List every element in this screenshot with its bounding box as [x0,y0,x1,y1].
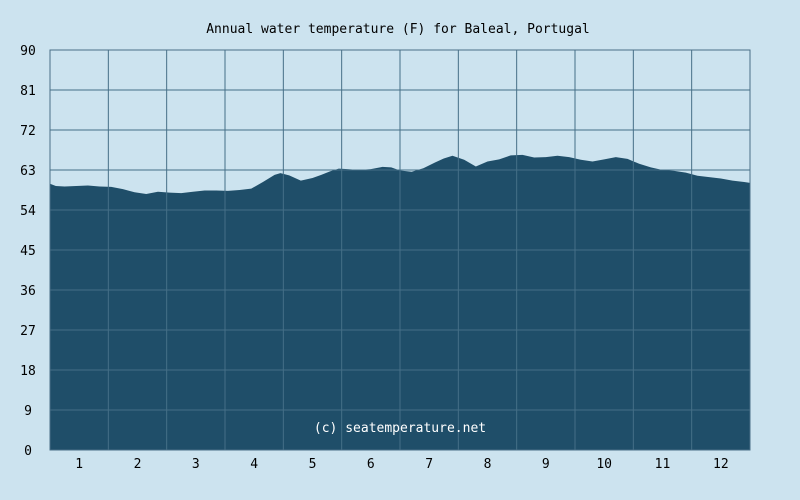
x-tick-label: 10 [596,457,612,472]
y-tick-label: 45 [20,244,36,259]
y-tick-label: 27 [20,324,36,339]
x-tick-label: 11 [655,457,671,472]
watermark: (c) seatemperature.net [314,421,486,436]
y-tick-label: 54 [20,204,36,219]
x-tick-label: 7 [425,457,433,472]
plot-border [49,49,751,451]
chart-title: Annual water temperature (F) for Baleal,… [206,22,590,37]
y-tick-label: 9 [24,404,32,419]
x-tick-label: 12 [713,457,729,472]
x-tick-label: 1 [75,457,83,472]
x-tick-label: 4 [250,457,258,472]
y-tick-label: 63 [20,164,36,179]
x-tick-label: 6 [367,457,375,472]
y-tick-label: 18 [20,364,36,379]
x-tick-label: 2 [134,457,142,472]
x-tick-label: 8 [484,457,492,472]
y-tick-label: 81 [20,84,36,99]
y-tick-label: 72 [20,124,36,139]
x-tick-label: 5 [309,457,317,472]
y-tick-label: 0 [24,444,32,459]
x-tick-label: 9 [542,457,550,472]
y-tick-label: 90 [20,44,36,59]
x-tick-label: 3 [192,457,200,472]
y-tick-label: 36 [20,284,36,299]
